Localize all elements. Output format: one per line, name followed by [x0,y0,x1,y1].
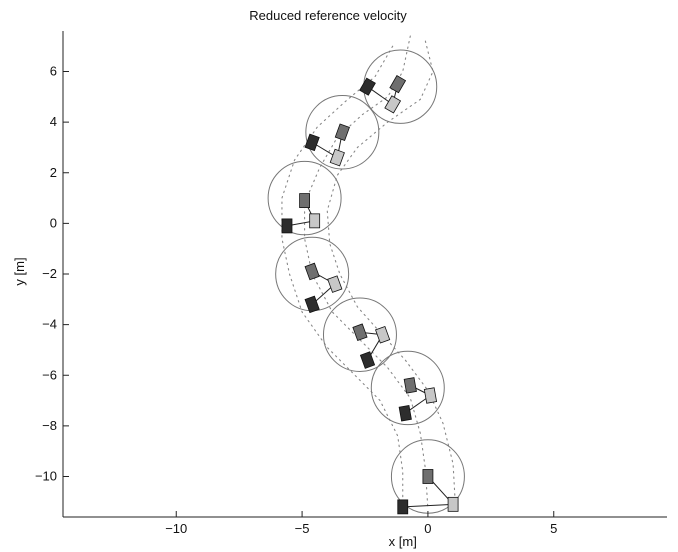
robot-6-1 [398,404,412,422]
y-tick-label-neg-6: −6 [42,367,57,382]
formation-boundary-2 [305,95,380,170]
y-tick-label-0: 0 [50,215,57,230]
robot-2-3 [329,148,345,167]
formation-6 [370,350,445,426]
axes: −10 −5 0 5 −10 −8 −6 −4 −2 0 2 4 6 [35,31,667,536]
robot-5-1 [359,351,376,369]
formation-1 [359,49,438,124]
formation-group [267,49,465,515]
robot-7-3 [447,496,459,512]
formation-3 [267,160,342,236]
robot-1-1 [359,77,376,96]
y-axis-label: y [m] [12,257,27,285]
formation-boundary-3 [267,160,342,236]
robot-3-3 [309,213,321,229]
y-tick-label-neg-8: −8 [42,418,57,433]
robot-2-1 [304,133,320,152]
robot-5-3 [375,325,391,344]
robot-5-2 [352,323,368,342]
x-tick-label-5: 5 [550,521,557,536]
trajectory-path-2 [326,40,457,510]
robot-4-2 [304,262,320,281]
x-tick-label-neg-5: −5 [295,521,310,536]
formation-boundary-5 [322,297,397,372]
robot-6-3 [423,387,438,404]
formation-link-7-a [402,503,454,508]
trajectory-path-3 [281,45,404,510]
robot-7-1 [397,499,409,515]
y-tick-label-4: 4 [50,114,57,129]
x-tick-label-neg-10: −10 [165,521,187,536]
robot-3-2 [299,193,311,208]
y-tick-label-6: 6 [50,64,57,79]
robot-2-2 [334,123,350,142]
robot-4-3 [327,275,343,293]
x-tick-label-0: 0 [424,521,431,536]
y-tick-label-neg-10: −10 [35,469,57,484]
robot-4-1 [304,295,320,314]
robot-1-2 [389,75,407,94]
y-tick-label-neg-2: −2 [42,266,57,281]
trajectory-path-1 [304,35,429,510]
y-tick-label-neg-4: −4 [42,317,57,332]
formation-4 [275,236,350,314]
robot-6-2 [403,377,417,394]
formation-2 [304,95,380,170]
x-axis-label: x [m] [389,534,417,549]
robot-1-3 [384,95,402,114]
robot-7-2 [422,469,434,484]
formation-5 [322,297,397,372]
chart-title: Reduced reference velocity [249,8,407,23]
trajectory-paths [281,35,457,510]
formation-boundary-6 [370,350,445,426]
robot-3-1 [281,218,293,234]
y-tick-label-2: 2 [50,165,57,180]
